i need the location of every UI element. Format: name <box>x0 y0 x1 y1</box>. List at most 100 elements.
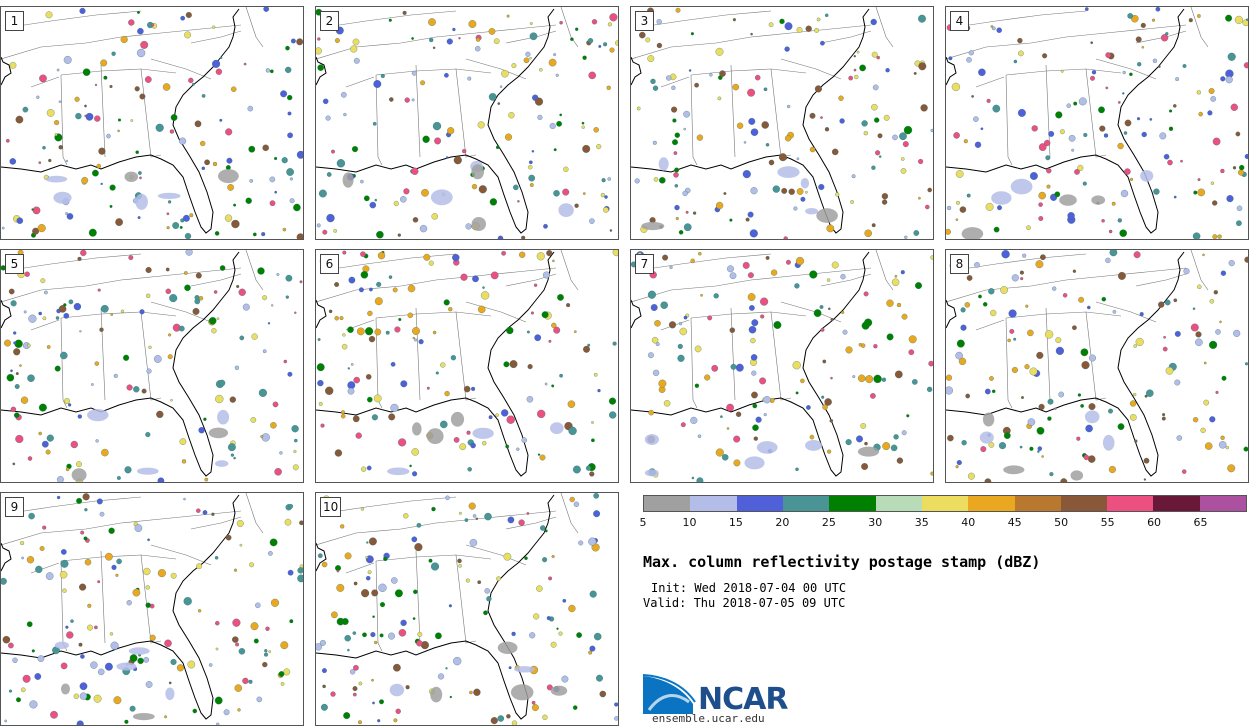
storm-cell <box>1244 256 1248 263</box>
storm-cell <box>752 403 758 409</box>
storm-cell <box>531 704 539 712</box>
storm-cell <box>369 287 373 292</box>
storm-cell <box>1129 72 1133 77</box>
storm-cell <box>1195 338 1203 347</box>
state-border <box>10 253 142 271</box>
storm-cell <box>1190 323 1199 332</box>
storm-cell <box>674 167 680 173</box>
storm-cell <box>654 320 661 327</box>
storm-cell <box>365 327 374 336</box>
storm-cell <box>966 193 971 198</box>
reflectivity-map <box>316 7 618 239</box>
storm-cell <box>573 501 580 507</box>
storm-cell <box>528 160 533 165</box>
ensemble-member-panel: 6 <box>315 249 619 483</box>
storm-cell <box>524 556 528 560</box>
storm-cell <box>536 585 543 592</box>
storm-cell <box>135 150 139 154</box>
storm-cell <box>715 448 724 457</box>
storm-cell <box>534 334 542 342</box>
storm-cell <box>853 68 857 72</box>
storm-cell <box>553 148 557 152</box>
storm-cell <box>15 115 24 124</box>
storm-cell <box>526 396 534 403</box>
storm-cell <box>765 255 770 260</box>
storm-cell <box>393 200 399 207</box>
storm-cell <box>347 387 355 395</box>
state-border <box>375 560 383 652</box>
precip-area <box>54 641 69 649</box>
storm-cell <box>230 86 237 92</box>
storm-cell <box>988 288 995 295</box>
storm-cell <box>750 337 756 344</box>
storm-cell <box>26 621 33 628</box>
storm-cell <box>526 512 530 515</box>
storm-cell <box>1042 53 1048 59</box>
storm-cell <box>98 147 106 155</box>
precip-area <box>165 687 175 701</box>
storm-cell <box>77 256 82 261</box>
storm-cell <box>168 681 172 685</box>
storm-cell <box>169 129 175 134</box>
storm-cell <box>874 117 880 123</box>
state-border <box>1005 68 1122 76</box>
storm-cell <box>747 293 756 301</box>
storm-cell <box>894 370 903 379</box>
storm-cell <box>1158 301 1165 308</box>
reflectivity-map <box>631 250 933 482</box>
storm-cell <box>1077 164 1084 171</box>
storm-cell <box>452 253 460 262</box>
storm-cell <box>1143 457 1150 464</box>
storm-cell <box>768 22 774 28</box>
storm-cell <box>322 98 329 105</box>
precip-area <box>124 171 139 182</box>
storm-cell <box>297 574 303 583</box>
storm-cell <box>503 361 510 368</box>
state-border <box>316 24 557 60</box>
storm-cell <box>267 322 271 325</box>
storm-cell <box>294 311 297 314</box>
storm-cell <box>688 69 692 72</box>
storm-cell <box>432 330 437 335</box>
storm-cell <box>581 125 585 129</box>
storm-cell <box>1210 96 1217 102</box>
storm-cell <box>563 166 569 172</box>
storm-cell <box>227 184 234 191</box>
storm-cell <box>536 252 545 261</box>
storm-cell <box>578 540 584 546</box>
storm-cell <box>472 275 479 283</box>
member-number-label: 6 <box>320 254 339 274</box>
storm-cell <box>534 97 544 106</box>
colorbar-segment <box>1107 496 1154 511</box>
precip-area <box>472 427 494 439</box>
storm-cell <box>980 446 987 453</box>
storm-cell <box>1207 110 1213 116</box>
storm-cell <box>342 250 347 255</box>
storm-cell <box>1055 346 1064 355</box>
precip-area <box>979 431 994 444</box>
storm-cell <box>468 20 477 28</box>
storm-cell <box>988 442 995 448</box>
storm-cell <box>432 121 442 131</box>
storm-cell <box>1161 416 1166 421</box>
storm-cell <box>347 381 356 390</box>
storm-cell <box>911 379 918 385</box>
storm-cell <box>509 360 518 369</box>
storm-cell <box>508 666 512 670</box>
storm-cell <box>128 19 135 26</box>
storm-cell <box>97 288 101 292</box>
storm-cell <box>1220 270 1227 276</box>
storm-cell <box>583 345 590 353</box>
storm-cell <box>517 200 520 203</box>
storm-cell <box>46 345 51 349</box>
storm-cell <box>1212 200 1218 206</box>
storm-cell <box>76 497 83 504</box>
storm-cell <box>904 235 908 239</box>
reflectivity-map <box>631 7 933 239</box>
storm-cell <box>232 636 239 643</box>
precip-area <box>45 175 68 183</box>
storm-cell <box>269 538 278 547</box>
storm-cell <box>796 26 803 33</box>
storm-cell <box>347 326 354 333</box>
state-border <box>690 317 698 409</box>
